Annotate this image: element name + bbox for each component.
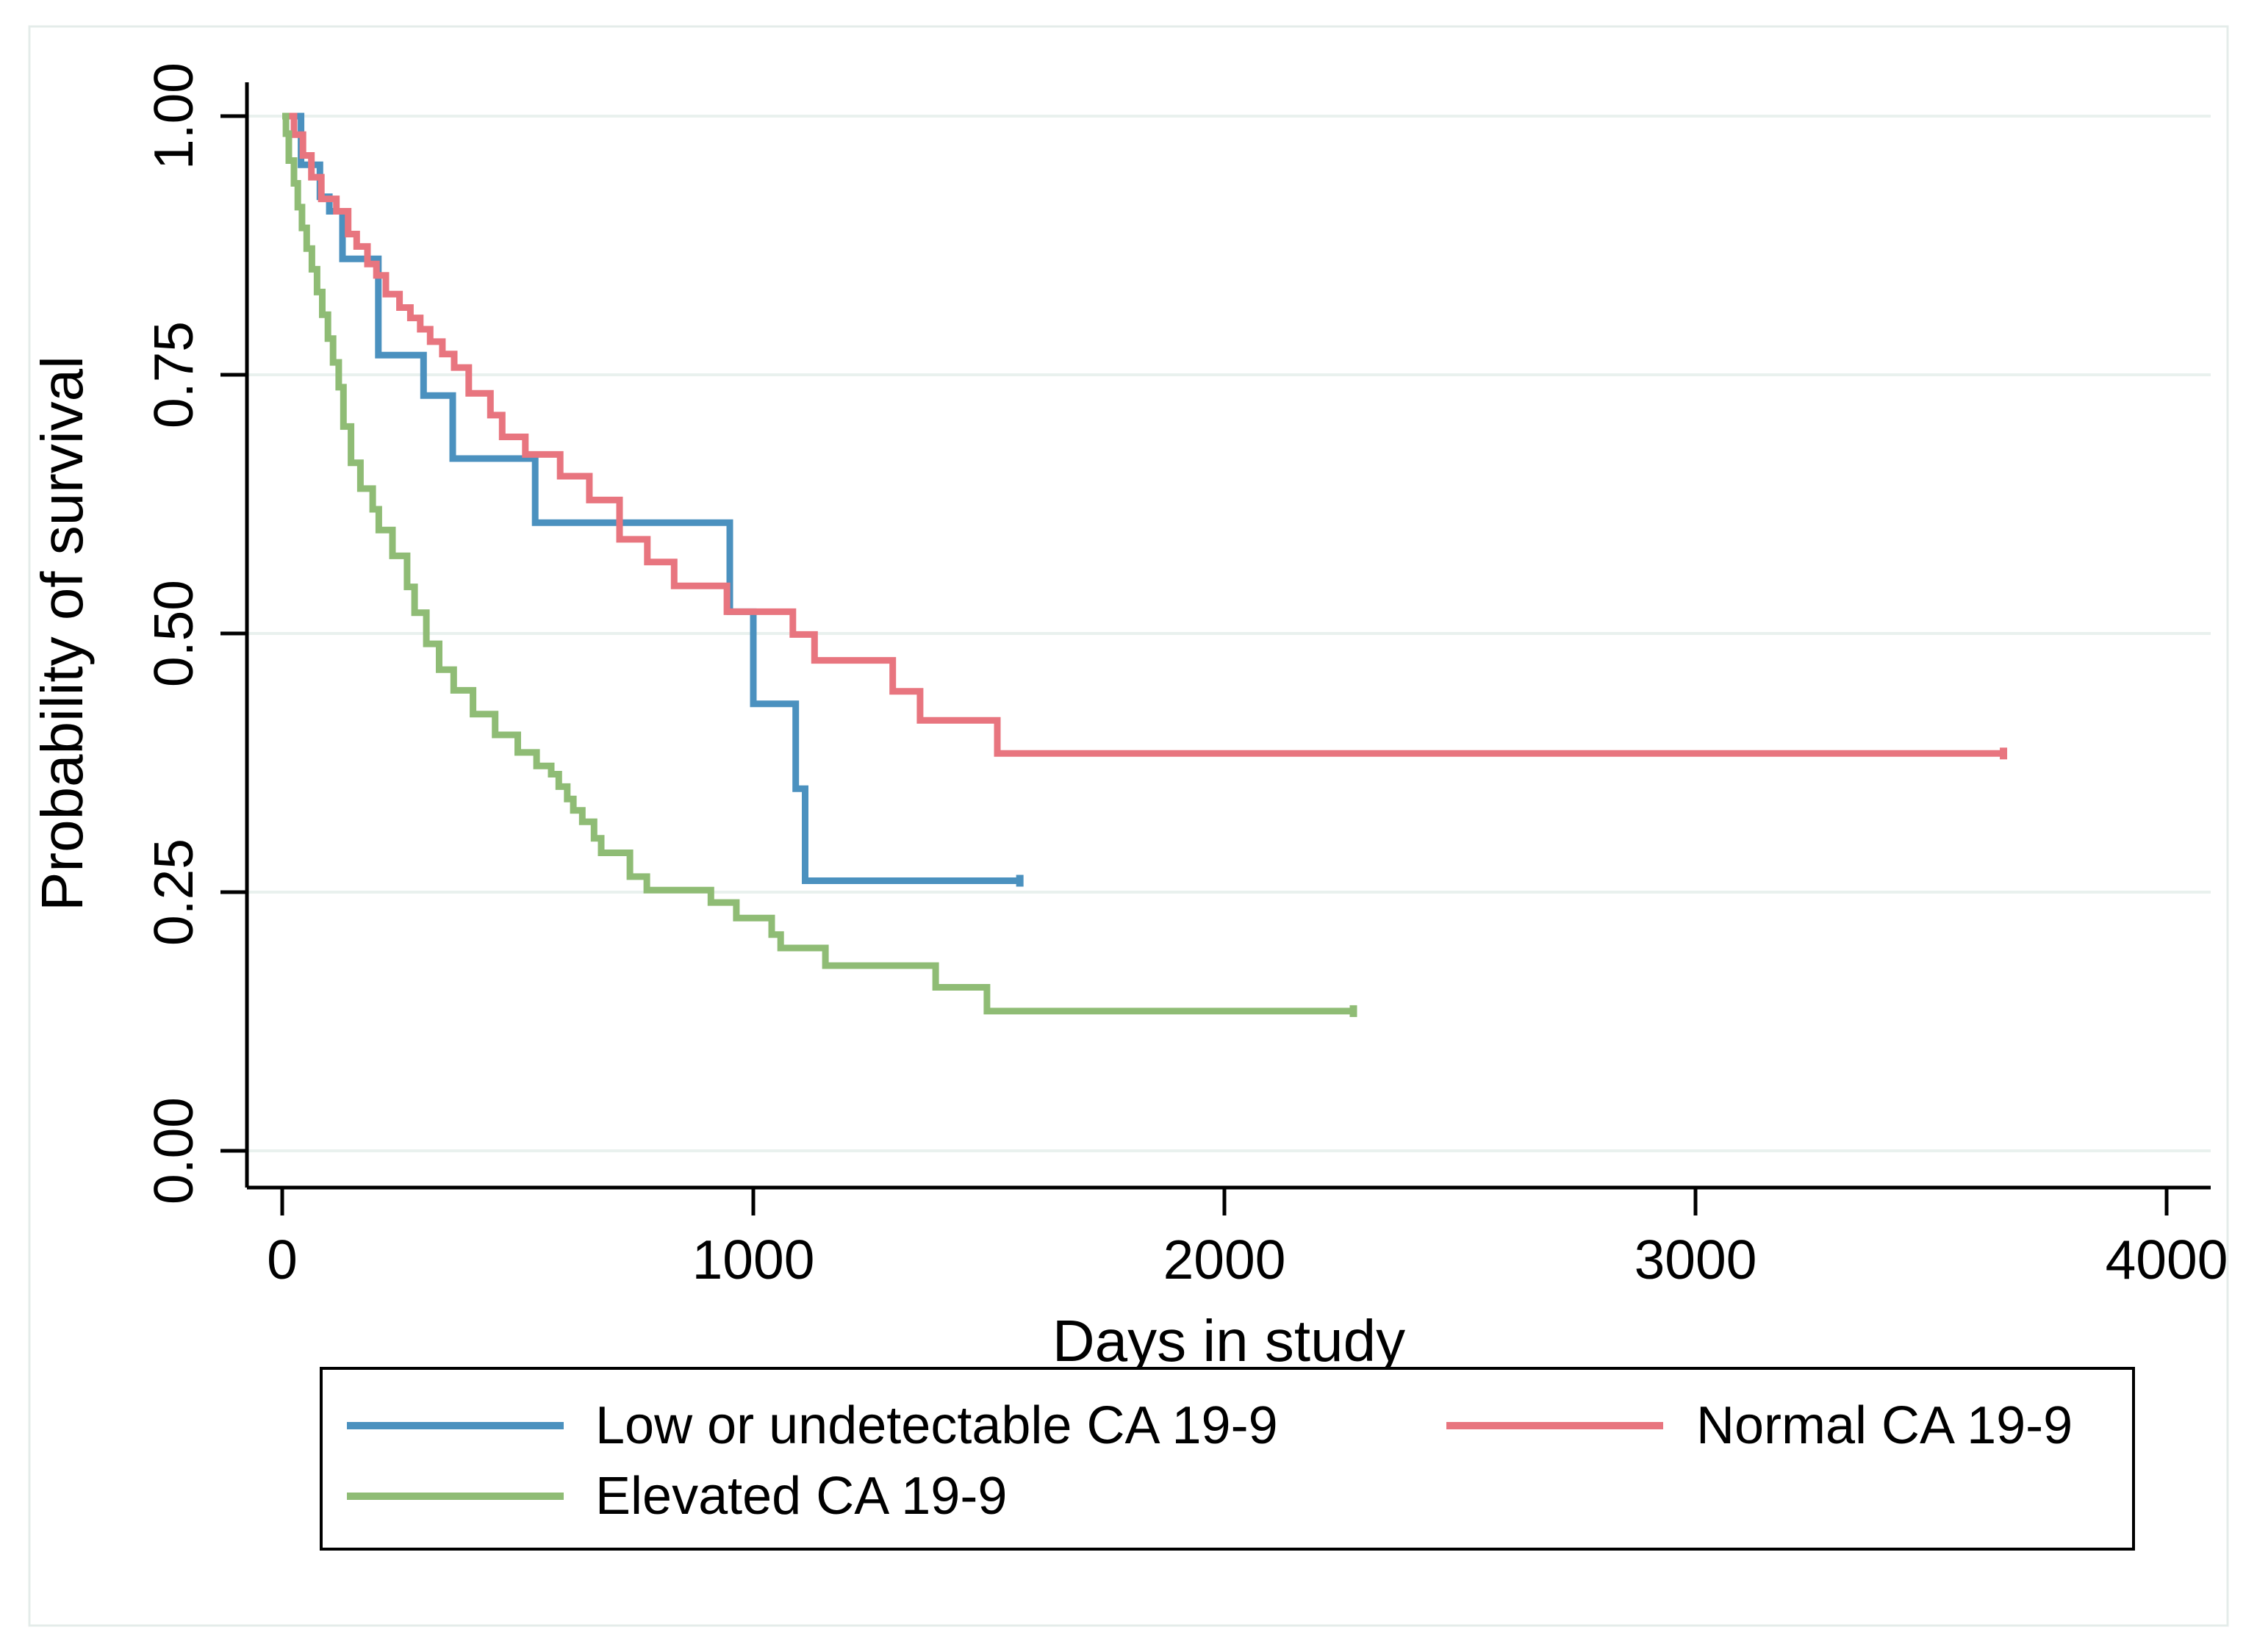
x-axis-title: Days in study xyxy=(1052,1308,1405,1373)
legend-label: Low or undetectable CA 19-9 xyxy=(595,1396,1278,1455)
y-tick-label-0.00: 0.00 xyxy=(143,1097,204,1204)
y-axis-title: Probability of survival xyxy=(29,356,95,911)
survival-curve-elevated-ca-19-9 xyxy=(282,112,1357,1015)
canvas-border xyxy=(28,25,2229,1627)
legend: Low or undetectable CA 19-9 Normal CA 19-… xyxy=(320,1367,2135,1551)
figure-frame xyxy=(28,25,2229,1627)
x-tick-label-0: 0 xyxy=(267,1229,298,1290)
plot-gridlines xyxy=(247,115,2211,1152)
y-tick-label-0.75: 0.75 xyxy=(143,321,204,428)
y-tick-label-0.50: 0.50 xyxy=(143,580,204,687)
legend-box xyxy=(320,1367,2135,1551)
x-tick-label-1000: 1000 xyxy=(692,1229,815,1290)
x-tick-label-2000: 2000 xyxy=(1163,1229,1286,1290)
survival-curve-low-or-undetectable-ca-19-9 xyxy=(282,112,1023,884)
y-tick-label-1.00: 1.00 xyxy=(143,62,204,170)
survival-curves xyxy=(282,112,2008,1017)
x-tick-label-3000: 3000 xyxy=(1635,1229,1757,1290)
axes xyxy=(220,82,2211,1215)
legend-label: Elevated CA 19-9 xyxy=(595,1467,1007,1526)
tick-labels: 0.00 0.25 0.50 0.75 1.00 0 1000 2000 3000 4000 xyxy=(143,62,2228,1290)
x-tick-label-4000: 4000 xyxy=(2106,1229,2228,1290)
legend-label: Normal CA 19-9 xyxy=(1696,1396,2073,1455)
survival-curve-normal-ca-19-9 xyxy=(282,112,2007,757)
y-tick-label-0.25: 0.25 xyxy=(143,838,204,946)
